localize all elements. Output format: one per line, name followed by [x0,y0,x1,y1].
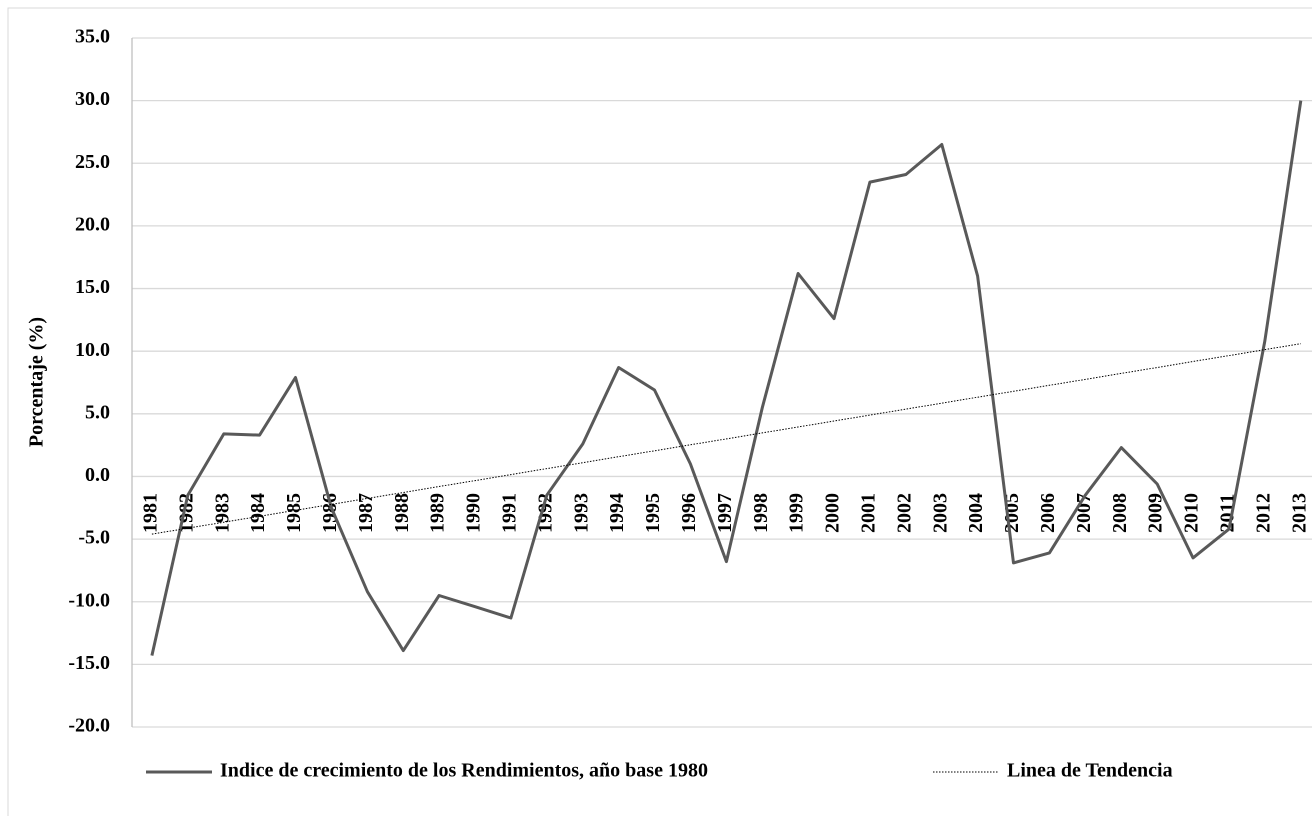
y-tick-label: -5.0 [78,527,110,549]
y-tick-label: 0.0 [85,464,110,486]
x-tick-label: 2008 [1109,493,1131,533]
y-tick-label: -15.0 [68,652,110,674]
x-tick-label: 1994 [606,493,628,533]
y-tick-label: -10.0 [68,589,110,611]
x-tick-label: 2009 [1145,493,1167,533]
legend-label: Indice de crecimiento de los Rendimiento… [220,760,708,782]
x-tick-label: 1989 [427,493,449,533]
y-tick-label: 5.0 [85,401,110,423]
x-tick-label: 1999 [786,493,808,533]
x-tick-label: 2007 [1073,493,1095,533]
y-tick-label: 30.0 [75,88,110,110]
y-tick-label: 25.0 [75,151,110,173]
y-tick-label: 20.0 [75,214,110,236]
legend-label: Linea de Tendencia [1007,760,1173,782]
x-tick-label: 1998 [750,493,772,533]
x-tick-label: 1990 [463,493,485,533]
x-tick-label: 2001 [858,493,880,533]
x-tick-label: 2013 [1288,493,1310,533]
y-tick-label: 10.0 [75,339,110,361]
x-tick-label: 1988 [391,493,413,533]
y-tick-label: -20.0 [68,715,110,737]
x-tick-label: 1983 [211,493,233,533]
x-tick-label: 1996 [678,493,700,533]
x-tick-label: 1991 [499,493,521,533]
x-tick-label: 2002 [893,493,915,533]
x-tick-label: 2000 [822,493,844,533]
x-tick-label: 2010 [1181,493,1203,533]
x-tick-label: 1995 [642,493,664,533]
x-tick-label: 1993 [570,493,592,533]
trend-line [151,343,1301,535]
chart-border [7,7,1312,816]
y-tick-label: 15.0 [75,276,110,298]
x-tick-label: 2004 [965,493,987,533]
x-tick-label: 1986 [319,493,341,533]
series-line [150,100,1303,656]
x-tick-label: 1981 [140,493,162,533]
x-tick-label: 1984 [247,493,269,533]
x-tick-label: 1997 [714,493,736,533]
x-tick-label: 2006 [1037,493,1059,533]
x-tick-label: 1987 [355,493,377,533]
y-tick-label: 35.0 [75,26,110,48]
y-axis-title: Porcentaje (%) [26,317,48,447]
x-tick-label: 2012 [1252,493,1274,533]
x-tick-label: 2003 [929,493,951,533]
x-tick-label: 1985 [283,493,305,533]
